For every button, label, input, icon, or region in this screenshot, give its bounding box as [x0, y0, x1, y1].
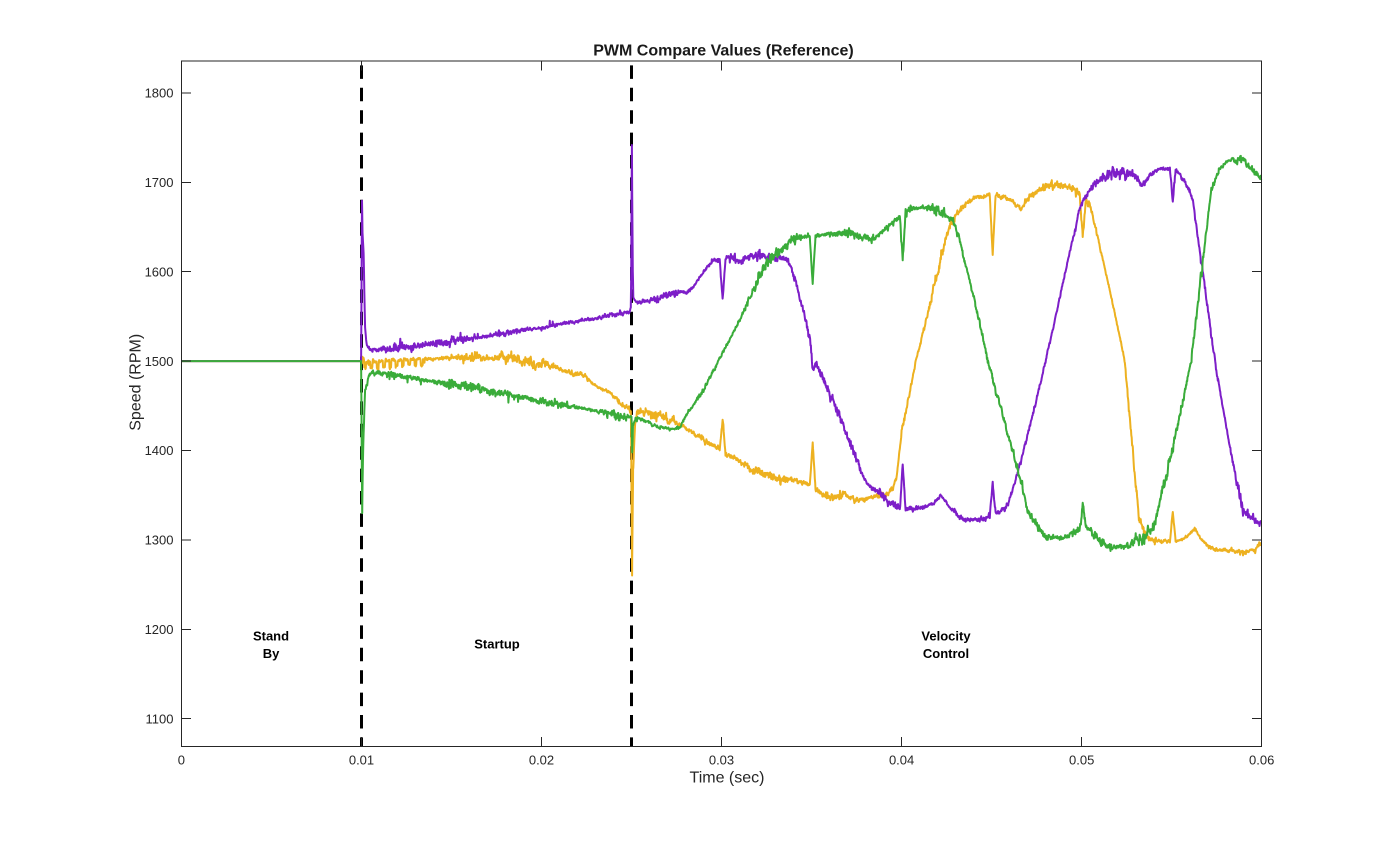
- svg-text:1600: 1600: [145, 264, 174, 279]
- svg-text:Time (sec): Time (sec): [690, 769, 765, 786]
- svg-text:1700: 1700: [145, 175, 174, 190]
- svg-text:1400: 1400: [145, 443, 174, 458]
- svg-text:0.02: 0.02: [529, 753, 554, 768]
- svg-text:0: 0: [178, 753, 185, 768]
- svg-text:0.03: 0.03: [709, 753, 734, 768]
- svg-text:0.05: 0.05: [1069, 753, 1094, 768]
- svg-text:0.04: 0.04: [889, 753, 914, 768]
- svg-text:1300: 1300: [145, 533, 174, 548]
- svg-text:PWM Compare Values (Reference): PWM Compare Values (Reference): [593, 42, 854, 59]
- svg-text:Speed (RPM): Speed (RPM): [128, 334, 145, 431]
- svg-text:0.01: 0.01: [349, 753, 374, 768]
- svg-text:1500: 1500: [145, 354, 174, 369]
- svg-text:1200: 1200: [145, 622, 174, 637]
- svg-text:1100: 1100: [146, 711, 174, 726]
- svg-text:0.06: 0.06: [1249, 753, 1274, 768]
- svg-text:Startup: Startup: [474, 637, 520, 652]
- svg-text:1800: 1800: [145, 86, 174, 101]
